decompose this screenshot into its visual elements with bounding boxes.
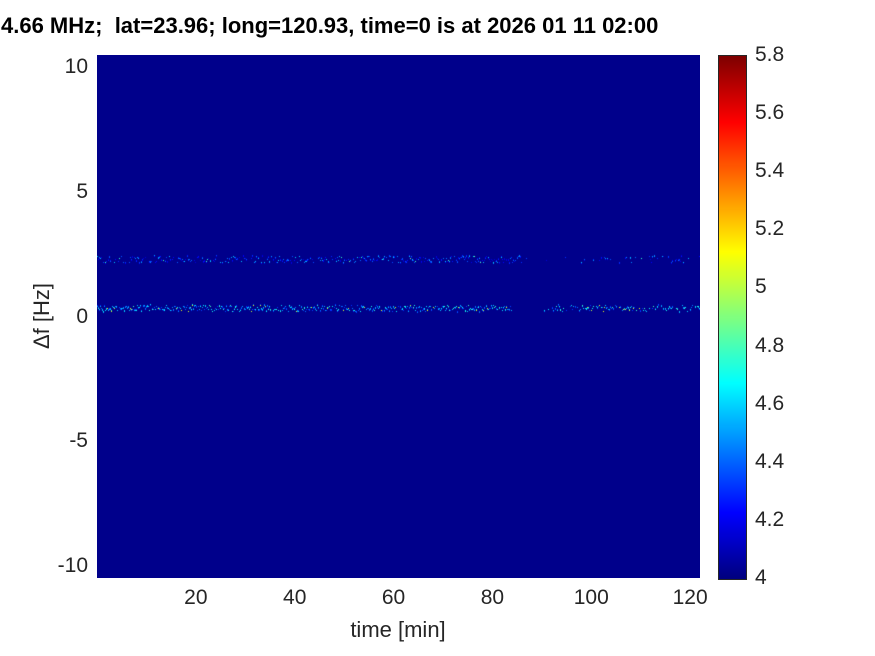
y-tick-label: -10 [57, 553, 88, 577]
x-tick-label: 100 [573, 586, 609, 609]
colorbar-tick-label: 5.6 [755, 101, 785, 125]
colorbar-tick-label: 5 [755, 275, 767, 299]
x-tick-label: 60 [381, 586, 406, 609]
colorbar-tick-label: 5.2 [755, 217, 785, 241]
colorbar-tick-label: 5.4 [755, 159, 785, 183]
y-tick-label: -5 [69, 429, 88, 453]
colorbar-tick-label: 4 [755, 566, 767, 589]
y-tick-label: 0 [76, 304, 88, 328]
x-tick-label: 120 [672, 586, 708, 609]
x-tick-label: 40 [283, 586, 307, 609]
x-axis-label: time [min] [350, 617, 446, 642]
colorbar-tick-label: 4.6 [755, 391, 785, 415]
colorbar-tick-label: 4.2 [755, 507, 785, 531]
heatmap-plot-area [97, 55, 700, 578]
colorbar [718, 55, 747, 580]
x-tick-label: 80 [480, 586, 505, 609]
colorbar-tick-label: 4.8 [755, 333, 785, 357]
x-tick-label: 20 [184, 586, 208, 609]
colorbar-tick-label: 5.8 [755, 43, 785, 66]
chart-title: 4.66 MHz; lat=23.96; long=120.93, time=0… [1, 13, 659, 38]
y-tick-label: 5 [76, 179, 88, 203]
y-tick-label: 10 [64, 55, 88, 79]
colorbar-tick-label: 4.4 [755, 449, 785, 473]
